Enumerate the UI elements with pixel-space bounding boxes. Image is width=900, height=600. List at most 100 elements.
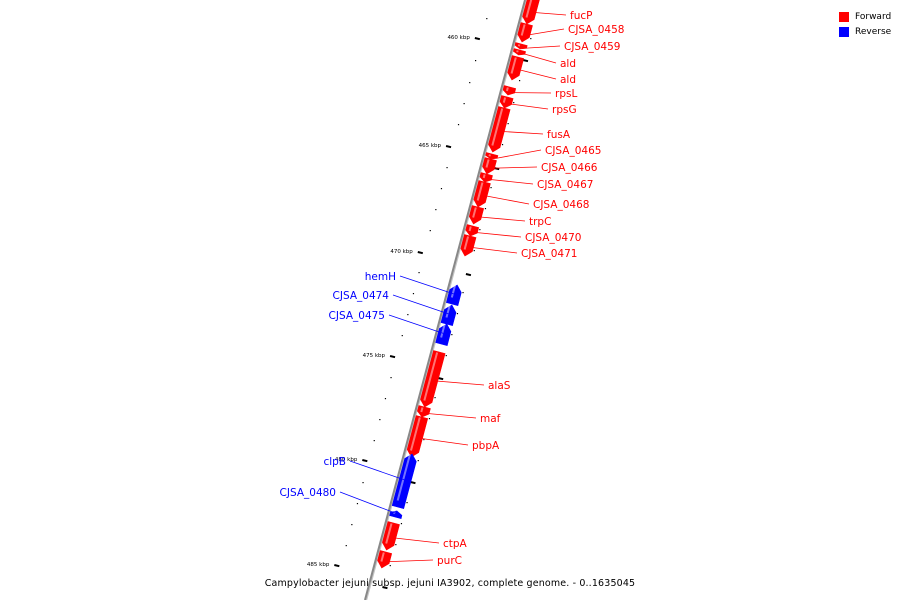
major-tick	[522, 59, 529, 63]
tick-label: 470 kbp	[390, 249, 413, 255]
minor-tick	[373, 440, 375, 442]
leader-line	[526, 45, 561, 49]
gene-arrow-ald	[507, 55, 525, 81]
minor-tick	[445, 355, 447, 357]
minor-tick	[501, 144, 504, 146]
gene-label-maf: maf	[480, 413, 501, 425]
leader-line	[520, 69, 557, 80]
minor-tick	[507, 123, 509, 125]
gene-arrow-cjsa_0474	[440, 304, 457, 326]
leader-line	[339, 491, 403, 516]
minor-tick	[417, 460, 419, 462]
gene-highlight	[491, 108, 504, 146]
minor-tick	[435, 209, 437, 211]
gene-arrow-cjsa_0467	[479, 172, 493, 183]
legend-item-forward: Forward	[839, 9, 899, 24]
gene-highlight	[440, 324, 446, 338]
leader-line	[389, 559, 434, 562]
gene-label-cjsa_0458: CJSA_0458	[568, 24, 624, 36]
gene-highlight	[380, 552, 385, 562]
minor-tick	[390, 377, 392, 379]
backbone-line	[364, 0, 526, 600]
gene-highlight	[410, 417, 421, 451]
major-tick	[437, 377, 444, 381]
gene-label-pbpa: pbpA	[472, 440, 500, 452]
leader-line	[487, 195, 530, 205]
gene-arrow-cjsa_0480	[389, 510, 403, 519]
leader-line	[535, 12, 567, 16]
gene-label-cjsa_0459: CJSA_0459	[564, 41, 620, 53]
minor-tick	[474, 60, 477, 62]
leader-line	[477, 232, 522, 238]
minor-tick	[490, 187, 492, 189]
minor-tick	[456, 313, 459, 315]
gene-arrow-cjsa_0470	[465, 224, 480, 237]
gene-arrow-maf	[417, 405, 431, 418]
legend-label-reverse: Reverse	[855, 26, 892, 37]
gene-label-ald: ald	[560, 74, 576, 86]
gene-label-rpsl: rpsL	[555, 88, 577, 100]
gene-label-cjsa_0470: CJSA_0470	[525, 232, 581, 244]
gene-label-alas: alaS	[488, 380, 511, 392]
gene-arrow-fucp	[522, 0, 540, 25]
caption: Campylobacter jejuni subsp. jejuni IA390…	[264, 578, 636, 589]
reverse-swatch	[839, 26, 849, 37]
leader-line	[530, 28, 565, 35]
minor-tick	[412, 293, 415, 295]
minor-tick	[473, 250, 475, 252]
gene-label-clpb: clpB	[323, 456, 346, 468]
minor-tick	[463, 103, 465, 105]
gene-label-trpc: trpC	[529, 216, 551, 228]
legend-item-reverse: Reverse	[839, 24, 899, 39]
gene-label-cjsa_0466: CJSA_0466	[541, 162, 598, 174]
gene-arrow-clpb	[391, 453, 417, 509]
gene-highlight	[485, 159, 490, 168]
gene-arrow-cjsa_0475	[435, 323, 452, 346]
leader-line	[511, 103, 549, 110]
gene-arrow-cjsa_0468	[473, 180, 491, 208]
minor-tick	[423, 439, 425, 441]
gene-highlight	[396, 454, 411, 501]
leader-line	[395, 537, 440, 544]
tick-label: 460 kbp	[447, 35, 470, 41]
gene-highlight	[420, 407, 424, 413]
leader-line	[349, 460, 411, 483]
gene-arrow-trpc	[468, 205, 485, 225]
legend: Forward Reverse	[839, 9, 899, 39]
gene-highlight	[385, 523, 393, 544]
gene-arrow-hemh	[446, 284, 462, 306]
major-tick	[389, 355, 396, 359]
gene-highlight	[482, 174, 486, 179]
leader-line	[504, 131, 544, 135]
minor-tick	[406, 502, 408, 504]
gene-label-rpsg: rpsG	[552, 104, 577, 116]
backbone-shadow	[365, 0, 528, 600]
minor-tick	[400, 523, 403, 525]
tick-label: 475 kbp	[363, 353, 386, 359]
minor-tick	[479, 229, 481, 231]
leader-line	[473, 247, 518, 254]
gene-arrow-cjsa_0471	[460, 234, 477, 257]
minor-tick	[457, 124, 460, 126]
tick-label: 480 kbp	[335, 457, 358, 463]
gene-highlight	[510, 57, 517, 74]
gene-arrow-cjsa_0459	[514, 42, 528, 50]
leader-line	[494, 166, 538, 169]
gene-arrow-purc	[377, 550, 393, 569]
minor-tick	[440, 188, 443, 190]
gene-label-purc: purC	[437, 555, 462, 567]
gene-highlight	[423, 352, 439, 401]
gene-label-cjsa_0480: CJSA_0480	[280, 487, 336, 499]
leader-line	[481, 216, 526, 222]
gene-highlight	[472, 207, 477, 218]
leader-line	[399, 275, 461, 297]
gene-arrow-cjsa_0458	[517, 22, 533, 43]
major-tick	[362, 459, 368, 463]
major-tick	[465, 273, 472, 277]
gene-label-hemh: hemH	[365, 271, 396, 283]
major-tick	[417, 251, 424, 255]
minor-tick	[389, 565, 391, 567]
gene-label-cjsa_0475: CJSA_0475	[329, 310, 385, 322]
minor-tick	[434, 397, 436, 399]
